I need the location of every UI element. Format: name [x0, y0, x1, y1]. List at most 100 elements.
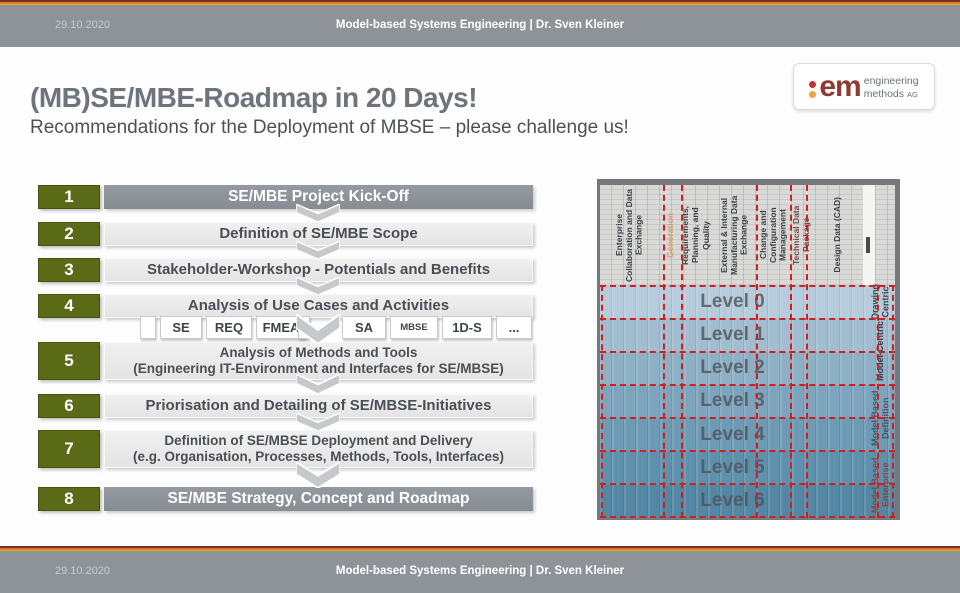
red-dashed-line [600, 285, 895, 287]
level-label: Level 0 [700, 290, 765, 312]
header-title: Model-based Systems Engineering | Dr. Sv… [335, 19, 625, 31]
logo-suffix: AG [906, 89, 918, 99]
red-dashed-line [600, 384, 895, 386]
chevron-down-icon [296, 277, 340, 295]
red-dashed-line [601, 285, 603, 518]
matrix-header-spacer [875, 185, 895, 285]
footer-title: Model-based Systems Engineering | Dr. Sv… [335, 565, 625, 577]
column-label: Quality [700, 220, 711, 250]
red-dashed-line [600, 351, 895, 353]
matrix-level-row: Level 6 [600, 484, 895, 518]
tool-tab: 1D-S [442, 316, 492, 339]
footer-stripe-darkred [0, 546, 960, 548]
tool-tab: ... [496, 316, 532, 339]
step-label: Analysis of Use Cases and Activities [187, 297, 450, 314]
mbe-capability-matrix-image: Enterprise Collaboration and Data Exchan… [597, 179, 900, 520]
footer-gray-bar: 29.10.2020 Model-based Systems Engineeri… [0, 551, 960, 593]
step-number: 6 [38, 394, 100, 418]
chevron-down-icon [296, 241, 340, 259]
step-bar: SE/MBE Project Kick-Off [104, 185, 533, 209]
step-row-2: 2 Definition of SE/MBE Scope [38, 222, 533, 246]
red-dashed-line [600, 483, 895, 485]
side-label: Model Based Enterprise [870, 457, 891, 513]
step-label: SE/MBE Strategy, Concept and Roadmap [167, 489, 470, 507]
column-label: Change and Configuration Management [758, 207, 788, 263]
footer-stripe-yellow [0, 550, 960, 551]
step-row-5: 5 Analysis of Methods and Tools (Enginee… [38, 342, 533, 380]
chevron-down-icon [296, 413, 340, 431]
red-dashed-line [600, 318, 895, 320]
step-bar: Analysis of Methods and Tools (Engineeri… [104, 342, 533, 380]
matrix-scrollbar [863, 185, 875, 285]
level-label: Level 3 [700, 390, 765, 412]
header-stripe-darkred [0, 0, 960, 2]
company-logo: em engineering methods AG [793, 63, 935, 110]
step-number: 8 [38, 487, 100, 511]
matrix-column-header: Quality [700, 185, 713, 285]
logo-line1: engineering [863, 75, 919, 88]
column-label: Generation [664, 212, 675, 258]
matrix-level-row: Level 1 [600, 318, 895, 352]
step-number: 2 [38, 222, 100, 246]
logo-dot-yellow-icon [809, 91, 817, 98]
red-dashed-line [892, 285, 894, 518]
step-number: 5 [38, 342, 100, 380]
red-dashed-line [877, 285, 879, 518]
matrix-column-header: Enterprise Collaboration and Data Exchan… [600, 185, 660, 285]
page-subtitle: Recommendations for the Deployment of MB… [30, 117, 629, 138]
matrix-inner: Enterprise Collaboration and Data Exchan… [600, 185, 895, 518]
matrix-level-row: Level 3 [600, 384, 895, 419]
column-label: Enterprise Collaboration and Data Exchan… [614, 188, 644, 282]
step-label: Definition of SE/MBSE Deployment and Del… [164, 432, 473, 448]
step-row-8: 8 SE/MBE Strategy, Concept and Roadmap [38, 487, 533, 511]
matrix-level-rows: Level 0 Level 1 Level 2 Level 3 Level 4 … [600, 285, 895, 518]
logo-dot-red-icon [809, 81, 817, 88]
logo-line2: methods [863, 87, 905, 100]
matrix-column-header: Design Data (CAD) [813, 185, 863, 285]
tool-tab: MBSE [390, 316, 438, 339]
step-row-3: 3 Stakeholder-Workshop - Potentials and … [38, 258, 533, 282]
step-bar: SE/MBE Strategy, Concept and Roadmap [104, 487, 533, 511]
step-sublabel: (Engineering IT-Environment and Interfac… [133, 361, 504, 376]
logo-mark: em [819, 69, 861, 103]
header-stripe-orange [0, 2, 960, 4]
matrix-level-row: Level 0 [600, 285, 895, 319]
level-label: Level 1 [700, 323, 765, 345]
tool-tab: REQ [206, 316, 252, 339]
tool-tab: SE [160, 316, 202, 339]
step-row-4: 4 Analysis of Use Cases and Activities [38, 294, 533, 318]
matrix-column-header: Technical Data Package [791, 185, 813, 285]
slide-footer-bar: 29.10.2020 Model-based Systems Engineeri… [0, 546, 960, 593]
level-label: Level 2 [700, 357, 765, 379]
step-bar: Definition of SE/MBE Scope [104, 222, 533, 246]
step-bar: Priorisation and Detailing of SE/MBSE-In… [104, 394, 533, 418]
step-number: 4 [38, 294, 100, 318]
chevron-down-icon [296, 314, 340, 344]
level-label: Level 6 [700, 490, 765, 512]
step-bar: Definition of SE/MBSE Deployment and Del… [104, 430, 533, 468]
header-stripe-yellow [0, 4, 960, 5]
matrix-header-row: Enterprise Collaboration and Data Exchan… [600, 185, 895, 285]
matrix-side-label: Model Based Enterprise [866, 452, 895, 518]
matrix-level-row: Level 5 [600, 451, 895, 485]
step-row-1: 1 SE/MBE Project Kick-Off [38, 185, 533, 209]
chevron-down-icon [296, 204, 340, 222]
column-label: Technical Data Package [791, 205, 811, 265]
header-gray-bar: 29.10.2020 Model-based Systems Engineeri… [0, 5, 960, 47]
chevron-down-icon [296, 462, 340, 488]
step-label: Definition of SE/MBE Scope [219, 225, 418, 242]
footer-date: 29.10.2020 [55, 565, 111, 577]
header-date: 29.10.2020 [55, 19, 111, 31]
side-label: Drawing Centric [870, 283, 891, 320]
matrix-side-label: Drawing Centric [866, 283, 895, 320]
step-row-7: 7 Definition of SE/MBSE Deployment and D… [38, 430, 533, 468]
matrix-column-header: External & Internal Manufacturing Data E… [713, 185, 757, 285]
step-number: 1 [38, 185, 100, 209]
column-label: External & Internal Manufacturing Data E… [719, 195, 749, 275]
logo-dots-icon [809, 81, 817, 98]
red-dashed-line [600, 417, 895, 419]
step-label: Analysis of Methods and Tools [219, 344, 418, 360]
page-title: (MB)SE/MBE-Roadmap in 20 Days! [30, 82, 478, 113]
column-label: Requirements, Planning, and [681, 205, 700, 265]
